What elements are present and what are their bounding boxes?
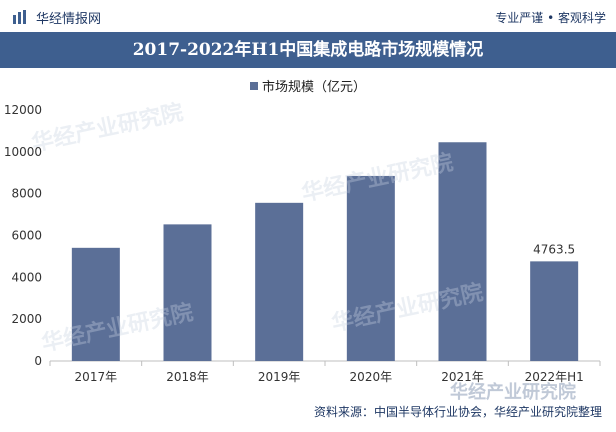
legend-swatch — [249, 82, 258, 90]
logo-icon — [13, 10, 26, 24]
legend-label: 市场规模（亿元） — [261, 80, 366, 95]
x-tick-label: 2018年 — [166, 370, 209, 384]
y-tick-label: 8000 — [11, 187, 42, 201]
x-tick-label: 2022年H1 — [525, 370, 584, 384]
title-bar: 2017-2022年H1中国集成电路市场规模情况 — [0, 32, 616, 68]
brand-name: 华经情报网 — [36, 12, 102, 27]
bar — [163, 224, 212, 361]
bar — [530, 261, 579, 361]
data-label: 4763.5 — [533, 242, 575, 256]
chart-legend: 市场规模（亿元） — [0, 76, 616, 95]
y-tick-label: 10000 — [4, 145, 42, 159]
slogan: 专业严谨 • 客观科学 — [495, 11, 606, 25]
bar — [71, 247, 120, 361]
bar — [255, 202, 304, 361]
y-tick-label: 0 — [34, 354, 42, 368]
x-tick-label: 2017年 — [75, 370, 118, 384]
y-tick-label: 2000 — [11, 312, 42, 326]
bar — [438, 142, 487, 361]
y-tick-label: 12000 — [4, 103, 42, 117]
y-tick-label: 4000 — [11, 270, 42, 284]
y-tick-label: 6000 — [11, 229, 42, 243]
chart-title: 2017-2022年H1中国集成电路市场规模情况 — [132, 40, 484, 60]
x-tick-label: 2019年 — [258, 370, 301, 384]
bar — [346, 175, 395, 361]
source-note: 资料来源：中国半导体行业协会，华经产业研究院整理 — [313, 405, 602, 419]
top-bar: 华经情报网 专业严谨 • 客观科学 — [0, 0, 616, 32]
x-tick-label: 2020年 — [350, 370, 393, 384]
x-tick-label: 2021年 — [441, 370, 484, 384]
